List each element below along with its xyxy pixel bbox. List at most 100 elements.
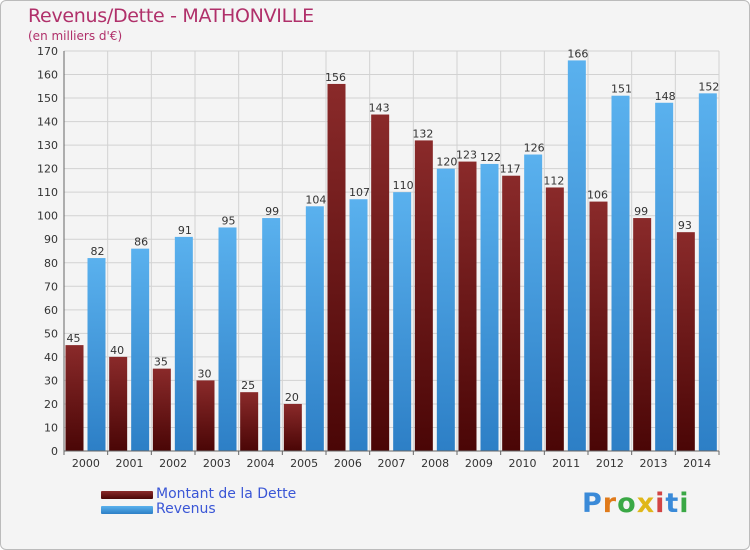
legend-label-debt: Montant de la Dette <box>156 486 297 502</box>
data-label-debt-2006: 156 <box>325 71 346 84</box>
bar-debt-2007 <box>371 114 390 451</box>
x-tick-label: 2004 <box>247 457 275 470</box>
bar-debt-2001 <box>109 356 128 451</box>
bar-debt-2014 <box>676 232 695 451</box>
x-tick-label: 2012 <box>596 457 624 470</box>
data-label-debt-2014: 93 <box>678 219 692 232</box>
chart-subtitle: (en milliers d'€) <box>28 29 123 43</box>
data-label-debt-2000: 45 <box>67 332 81 345</box>
bar-revenue-2008 <box>436 168 455 451</box>
x-tick-label: 2013 <box>640 457 668 470</box>
data-label-debt-2001: 40 <box>110 344 124 357</box>
y-tick-label: 70 <box>44 280 58 293</box>
x-tick-label: 2008 <box>421 457 449 470</box>
data-label-revenue-2014: 152 <box>698 80 719 93</box>
chart-title: Revenus/Dette - MATHONVILLE <box>28 5 314 27</box>
data-label-debt-2003: 30 <box>198 367 212 380</box>
x-tick-label: 2011 <box>552 457 580 470</box>
y-tick-label: 10 <box>44 421 58 434</box>
y-tick-label: 140 <box>37 116 58 129</box>
data-label-revenue-2012: 151 <box>611 83 632 96</box>
y-tick-label: 130 <box>37 139 58 152</box>
data-label-revenue-2008: 120 <box>436 156 457 169</box>
data-label-revenue-2004: 99 <box>265 205 279 218</box>
y-tick-label: 160 <box>37 69 58 82</box>
bar-revenue-2009 <box>480 163 499 452</box>
data-label-revenue-2013: 148 <box>655 90 676 103</box>
data-label-revenue-2005: 104 <box>305 193 326 206</box>
data-label-revenue-2006: 107 <box>349 186 370 199</box>
x-tick-label: 2009 <box>465 457 493 470</box>
bar-revenue-2013 <box>655 102 674 451</box>
data-label-debt-2004: 25 <box>241 379 255 392</box>
y-tick-label: 90 <box>44 233 58 246</box>
y-tick-label: 100 <box>37 210 58 223</box>
bar-revenue-2007 <box>393 192 412 452</box>
legend-label-revenue: Revenus <box>156 501 216 517</box>
y-tick-label: 60 <box>44 304 58 317</box>
data-label-debt-2002: 35 <box>154 356 168 369</box>
data-label-revenue-2011: 166 <box>567 47 588 60</box>
x-tick-label: 2002 <box>159 457 187 470</box>
x-tick-label: 2014 <box>683 457 711 470</box>
bar-debt-2002 <box>152 368 171 451</box>
bar-debt-2012 <box>589 201 608 451</box>
y-tick-label: 150 <box>37 92 58 105</box>
y-tick-label: 50 <box>44 327 58 340</box>
bar-revenue-2014 <box>698 93 717 452</box>
data-label-revenue-2010: 126 <box>524 142 545 155</box>
data-label-debt-2010: 117 <box>500 163 521 176</box>
x-tick-label: 2003 <box>203 457 231 470</box>
bar-debt-2009 <box>458 161 477 451</box>
y-tick-label: 40 <box>44 351 58 364</box>
bar-revenue-2001 <box>131 248 150 451</box>
data-label-revenue-2007: 110 <box>393 179 414 192</box>
bar-revenue-2011 <box>567 60 586 451</box>
y-tick-label: 80 <box>44 257 58 270</box>
data-label-debt-2011: 112 <box>543 174 564 187</box>
data-label-debt-2012: 106 <box>587 189 608 202</box>
bar-debt-2006 <box>327 83 346 452</box>
x-tick-label: 2007 <box>378 457 406 470</box>
bar-debt-2013 <box>633 218 652 451</box>
bar-revenue-2005 <box>305 206 324 451</box>
bar-revenue-2012 <box>611 95 630 452</box>
x-tick-label: 2000 <box>72 457 100 470</box>
logo-text: Proxiti <box>582 488 690 519</box>
y-tick-label: 30 <box>44 374 58 387</box>
legend-swatch-revenue <box>101 506 153 514</box>
data-label-revenue-2002: 91 <box>178 224 192 237</box>
data-label-revenue-2003: 95 <box>222 214 236 227</box>
y-tick-label: 170 <box>37 45 58 58</box>
y-tick-label: 20 <box>44 398 58 411</box>
data-label-revenue-2000: 82 <box>91 245 105 258</box>
bar-revenue-2004 <box>262 218 281 451</box>
x-tick-label: 2010 <box>509 457 537 470</box>
data-label-debt-2013: 99 <box>634 205 648 218</box>
data-label-debt-2008: 132 <box>412 127 433 140</box>
x-tick-label: 2001 <box>116 457 144 470</box>
bar-revenue-2006 <box>349 199 368 451</box>
bar-debt-2011 <box>545 187 564 451</box>
bar-debt-2004 <box>240 392 259 451</box>
legend-swatch-debt <box>101 491 153 499</box>
y-tick-label: 120 <box>37 163 58 176</box>
proxiti-logo: Proxiti <box>582 488 690 519</box>
bar-debt-2003 <box>196 380 215 451</box>
data-label-debt-2005: 20 <box>285 391 299 404</box>
plot-area <box>64 51 719 451</box>
data-label-debt-2007: 143 <box>369 102 390 115</box>
bar-revenue-2010 <box>524 154 543 451</box>
data-label-revenue-2009: 122 <box>480 151 501 164</box>
x-tick-label: 2006 <box>334 457 362 470</box>
bar-revenue-2002 <box>174 236 193 451</box>
bar-debt-2008 <box>414 140 433 452</box>
y-tick-label: 0 <box>51 445 58 458</box>
bar-debt-2005 <box>283 403 302 451</box>
bar-debt-2000 <box>65 345 84 451</box>
data-label-debt-2009: 123 <box>456 149 477 162</box>
y-tick-label: 110 <box>37 186 58 199</box>
x-tick-label: 2005 <box>290 457 318 470</box>
